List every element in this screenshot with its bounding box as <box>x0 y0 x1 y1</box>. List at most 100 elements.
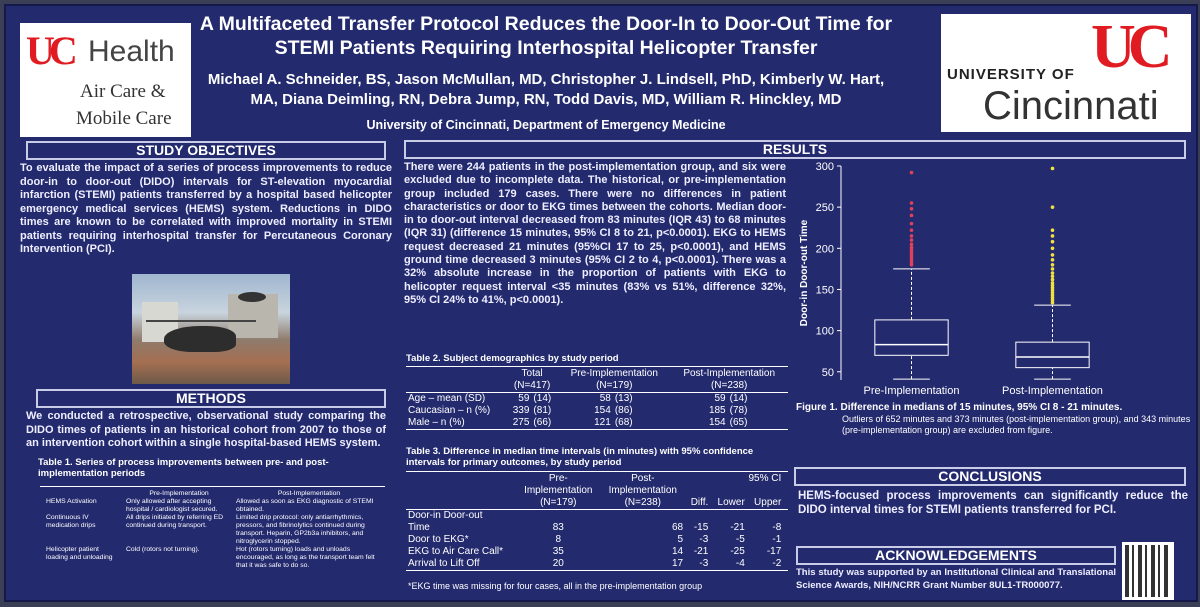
table2-cell: (13) <box>614 393 633 404</box>
table3-cell <box>783 546 788 558</box>
outlier-point <box>909 242 914 246</box>
table1-cell: All drips initiated by referring ED cont… <box>126 514 224 529</box>
table3-header: Implementation <box>608 485 677 496</box>
outlier-point <box>1050 258 1055 262</box>
methods-heading: METHODS <box>36 389 386 408</box>
outlier-point <box>909 258 914 262</box>
outlier-point <box>1050 205 1055 209</box>
y-axis-label: Door-in Door-out Time <box>799 219 810 326</box>
table3-cell <box>783 510 788 523</box>
table3-cell: EKG to Air Care Call* <box>408 546 504 557</box>
outlier-point <box>909 250 914 255</box>
table2-cell: Age – mean (SD) <box>408 393 486 404</box>
table1-cell: Cold (rotors not turning). <box>126 546 200 553</box>
table2-cell: (65) <box>729 417 748 428</box>
figure-caption-label: Figure 1. <box>796 402 838 413</box>
figure-caption: Figure 1. Difference in medians of 15 mi… <box>796 402 1191 413</box>
outlier-point <box>909 201 914 205</box>
outlier-point <box>1050 290 1055 295</box>
university-logo: UC UNIVERSITY OF Cincinnati <box>941 13 1191 132</box>
table-row: Pre- Post- 95% CI <box>406 473 788 485</box>
table2-caption: Table 2. Subject demographics by study p… <box>406 353 619 364</box>
table2-cell: (66) <box>533 417 552 428</box>
objectives-heading: STUDY OBJECTIVES <box>26 141 386 160</box>
table-row: Age – mean (SD) 59 (14) 58 (13) 59 (14) <box>406 393 788 406</box>
cincinnati-label: Cincinnati <box>983 84 1159 128</box>
x-category-label: Post-Implementation <box>1002 385 1103 397</box>
table1-caption: Table 1. Series of process improvements … <box>38 457 329 479</box>
table3-cell <box>685 473 710 485</box>
title-line2: STEMI Patients Requiring Interhospital H… <box>274 37 818 59</box>
poster-title: A Multifaceted Transfer Protocol Reduces… <box>196 12 896 60</box>
outlier-point <box>1050 298 1055 302</box>
outlier-point <box>909 248 914 252</box>
box-iqr <box>1015 341 1090 369</box>
table3-cell <box>783 558 788 571</box>
table3-cell: Door to EKG* <box>408 534 469 545</box>
university-of-label: UNIVERSITY OF <box>947 66 1075 83</box>
outlier-point <box>909 221 914 226</box>
table2-cell: 275 <box>512 417 530 428</box>
outlier-point <box>909 255 914 260</box>
table3-caption: Table 3. Difference in median time inter… <box>406 446 754 468</box>
outlier-point <box>1050 286 1055 290</box>
outlier-point <box>1050 234 1055 238</box>
table3-cell <box>406 497 516 510</box>
table3-cell: -15 <box>693 522 709 533</box>
table2-cell: 59 <box>518 393 530 404</box>
table1: Pre-Implementation Post-Implementation H… <box>44 490 384 570</box>
table3-header: (N=238) <box>624 497 661 508</box>
conclusions-heading: CONCLUSIONS <box>794 467 1186 486</box>
table3-cell: -17 <box>766 546 782 557</box>
author-list: Michael A. Schneider, BS, Jason McMullan… <box>196 70 896 110</box>
conclusions-text: HEMS-focused process improvements can si… <box>798 490 1188 516</box>
table2-cell: 58 <box>599 393 611 404</box>
table2-header: (N=417) <box>513 380 551 391</box>
uc-health-name: Health <box>88 35 175 68</box>
table1-cell: HEMS Activation <box>46 498 97 505</box>
outlier-point <box>1050 295 1055 300</box>
table3-cell: 14 <box>671 546 684 557</box>
table2-cell: 185 <box>708 405 726 416</box>
table3-cell: -25 <box>730 546 745 557</box>
outlier-point <box>1050 288 1055 293</box>
table1-cell: Continuous IV medication drips <box>46 514 96 529</box>
table3-cell: Time <box>408 522 430 533</box>
table-row: Implementation Implementation <box>406 485 788 497</box>
table3: Pre- Post- 95% CI Implementation Impleme… <box>406 473 788 571</box>
table1-cell: Allowed as soon as EKG diagnostic of STE… <box>236 498 374 513</box>
table3-header: Upper <box>754 497 782 508</box>
table-row: Door-in Door-out <box>406 510 788 523</box>
table3-cell: 35 <box>552 546 564 557</box>
table2-header: Total <box>521 368 543 379</box>
y-tick-label: 200 <box>816 243 834 255</box>
table3-cell: 68 <box>671 522 684 533</box>
table-row: EKG to Air Care Call* 35 14 -21 -25 -17 <box>406 546 788 558</box>
outlier-point <box>1050 281 1055 285</box>
outlier-point <box>1050 274 1055 279</box>
table3-cell <box>783 473 788 485</box>
outlier-point <box>909 238 914 242</box>
table2-cell: Male – n (%) <box>408 417 465 428</box>
outlier-point <box>1050 271 1055 275</box>
outlier-point <box>1050 293 1055 298</box>
table3-header: Post- <box>631 473 655 484</box>
outlier-point <box>1050 166 1055 171</box>
table-row: Total Pre-Implementation Post-Implementa… <box>406 368 788 380</box>
table-row: (N=417) (N=179) (N=238) <box>406 380 788 393</box>
qr-code[interactable] <box>1122 542 1174 600</box>
table2-cell: 154 <box>708 417 726 428</box>
table3-cell <box>710 510 747 523</box>
table3-cell: Arrival to Lift Off <box>408 558 480 569</box>
table3-footnote: *EKG time was missing for four cases, al… <box>408 581 703 591</box>
table-row: Door to EKG* 8 5 -3 -5 -1 <box>406 534 788 546</box>
table2-header: Post-Implementation <box>683 368 776 379</box>
box-iqr <box>874 319 949 356</box>
table2-rule-top <box>406 366 788 367</box>
figure-note: Outliers of 652 minutes and 373 minutes … <box>842 414 1191 435</box>
outlier-point <box>1050 283 1055 288</box>
table3-cell <box>783 534 788 546</box>
table2-cell: 121 <box>594 417 611 428</box>
table3-header: 95% CI <box>748 473 782 484</box>
table3-cell <box>783 522 788 534</box>
